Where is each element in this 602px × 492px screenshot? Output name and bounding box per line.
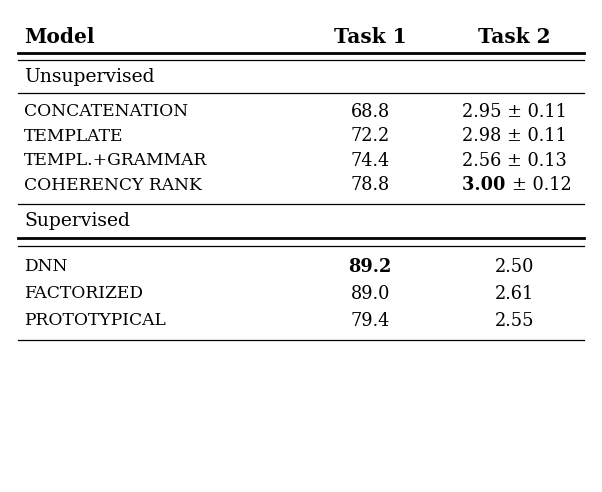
- Text: Model: Model: [24, 27, 95, 47]
- Text: 2.95 ± 0.11: 2.95 ± 0.11: [462, 103, 567, 121]
- Text: 2.50: 2.50: [495, 258, 535, 276]
- Text: 2.98 ± 0.11: 2.98 ± 0.11: [462, 127, 567, 145]
- Text: Unsupervised: Unsupervised: [24, 68, 155, 86]
- Text: PROTOTYPICAL: PROTOTYPICAL: [24, 312, 166, 329]
- Text: 68.8: 68.8: [350, 103, 390, 121]
- Text: 78.8: 78.8: [350, 177, 390, 194]
- Text: 74.4: 74.4: [350, 152, 390, 170]
- Text: 89.2: 89.2: [349, 258, 392, 276]
- Text: 2.55: 2.55: [495, 312, 535, 330]
- Text: 2.61: 2.61: [495, 285, 535, 303]
- Text: ± 0.12: ± 0.12: [512, 177, 571, 194]
- Text: 2.56 ± 0.13: 2.56 ± 0.13: [462, 152, 567, 170]
- Text: 3.00: 3.00: [462, 177, 512, 194]
- Text: FACTORIZED: FACTORIZED: [24, 285, 143, 302]
- Text: 79.4: 79.4: [350, 312, 390, 330]
- Text: Task 1: Task 1: [334, 27, 406, 47]
- Text: DNN: DNN: [24, 258, 67, 275]
- Text: TEMPLATE: TEMPLATE: [24, 128, 123, 145]
- Text: 72.2: 72.2: [350, 127, 390, 145]
- Text: 89.0: 89.0: [350, 285, 390, 303]
- Text: Task 2: Task 2: [479, 27, 551, 47]
- Text: TEMPL.+GRAMMAR: TEMPL.+GRAMMAR: [24, 153, 208, 169]
- Text: CONCATENATION: CONCATENATION: [24, 103, 188, 120]
- Text: COHERENCY RANK: COHERENCY RANK: [24, 177, 202, 194]
- Text: Supervised: Supervised: [24, 213, 130, 230]
